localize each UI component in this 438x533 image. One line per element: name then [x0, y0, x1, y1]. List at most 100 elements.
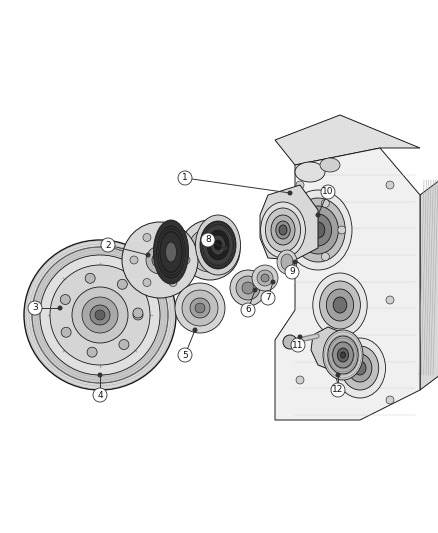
Circle shape	[252, 287, 258, 293]
Text: 4: 4	[97, 391, 103, 400]
Ellipse shape	[333, 297, 347, 313]
Ellipse shape	[200, 221, 236, 269]
Circle shape	[57, 305, 63, 311]
Text: 8: 8	[205, 236, 211, 245]
Ellipse shape	[335, 338, 385, 398]
Circle shape	[285, 265, 299, 279]
Ellipse shape	[117, 279, 127, 289]
Ellipse shape	[341, 346, 379, 390]
Text: 5: 5	[182, 351, 188, 359]
Text: 7: 7	[265, 294, 271, 303]
Ellipse shape	[257, 270, 273, 286]
Ellipse shape	[157, 226, 185, 278]
Ellipse shape	[323, 330, 363, 380]
Ellipse shape	[169, 233, 177, 241]
Ellipse shape	[85, 273, 95, 284]
Ellipse shape	[188, 228, 232, 272]
Circle shape	[178, 171, 192, 185]
Ellipse shape	[338, 226, 346, 234]
Ellipse shape	[265, 208, 300, 252]
Ellipse shape	[284, 190, 352, 270]
Ellipse shape	[195, 215, 240, 275]
Ellipse shape	[95, 310, 105, 320]
Circle shape	[261, 291, 275, 305]
Circle shape	[145, 253, 151, 257]
Text: 11: 11	[292, 341, 304, 350]
Circle shape	[98, 373, 102, 377]
Ellipse shape	[313, 273, 367, 337]
Ellipse shape	[386, 181, 394, 189]
Ellipse shape	[143, 233, 151, 241]
Ellipse shape	[175, 283, 225, 333]
Ellipse shape	[60, 295, 70, 304]
Circle shape	[241, 303, 255, 317]
Ellipse shape	[295, 162, 325, 182]
Ellipse shape	[160, 232, 182, 272]
Ellipse shape	[304, 214, 332, 246]
Circle shape	[93, 388, 107, 402]
Ellipse shape	[341, 352, 346, 358]
Ellipse shape	[146, 246, 174, 274]
Ellipse shape	[87, 347, 97, 357]
Ellipse shape	[261, 274, 269, 282]
Polygon shape	[311, 327, 351, 373]
Ellipse shape	[252, 265, 278, 291]
Circle shape	[297, 335, 303, 340]
Ellipse shape	[182, 256, 190, 264]
Text: 3: 3	[32, 303, 38, 312]
Ellipse shape	[153, 220, 189, 284]
Ellipse shape	[261, 202, 305, 258]
Ellipse shape	[296, 181, 304, 189]
Text: 10: 10	[322, 188, 334, 197]
Ellipse shape	[337, 348, 349, 362]
Ellipse shape	[386, 296, 394, 304]
Ellipse shape	[61, 327, 71, 337]
Ellipse shape	[291, 198, 345, 262]
Circle shape	[336, 373, 340, 377]
Ellipse shape	[332, 342, 353, 368]
Ellipse shape	[207, 230, 229, 260]
Circle shape	[291, 338, 305, 352]
Circle shape	[192, 327, 198, 333]
Ellipse shape	[182, 290, 218, 326]
Circle shape	[293, 260, 297, 264]
Ellipse shape	[386, 396, 394, 404]
Polygon shape	[260, 185, 318, 260]
Ellipse shape	[203, 225, 233, 265]
Ellipse shape	[72, 287, 128, 343]
Circle shape	[28, 301, 42, 315]
Ellipse shape	[166, 242, 177, 262]
Ellipse shape	[236, 276, 260, 300]
Polygon shape	[275, 115, 420, 165]
Text: 6: 6	[245, 305, 251, 314]
Ellipse shape	[32, 247, 168, 383]
Ellipse shape	[143, 279, 151, 287]
Ellipse shape	[180, 220, 240, 280]
Ellipse shape	[283, 335, 297, 349]
Ellipse shape	[320, 158, 340, 172]
Ellipse shape	[277, 250, 297, 274]
Circle shape	[315, 213, 321, 217]
Circle shape	[201, 233, 215, 247]
Polygon shape	[420, 180, 438, 390]
Ellipse shape	[271, 215, 295, 245]
Ellipse shape	[242, 282, 254, 294]
Ellipse shape	[295, 209, 303, 217]
Ellipse shape	[90, 305, 110, 325]
Ellipse shape	[214, 240, 222, 250]
Ellipse shape	[328, 336, 358, 374]
Ellipse shape	[130, 256, 138, 264]
Ellipse shape	[296, 376, 304, 384]
Circle shape	[287, 190, 293, 196]
Ellipse shape	[279, 225, 287, 235]
Ellipse shape	[211, 235, 226, 255]
Ellipse shape	[169, 279, 177, 287]
Circle shape	[101, 238, 115, 252]
Ellipse shape	[321, 199, 329, 207]
Ellipse shape	[295, 243, 303, 251]
Circle shape	[321, 185, 335, 199]
Circle shape	[223, 246, 227, 251]
Ellipse shape	[24, 240, 176, 390]
Ellipse shape	[195, 303, 205, 313]
Ellipse shape	[190, 298, 210, 318]
